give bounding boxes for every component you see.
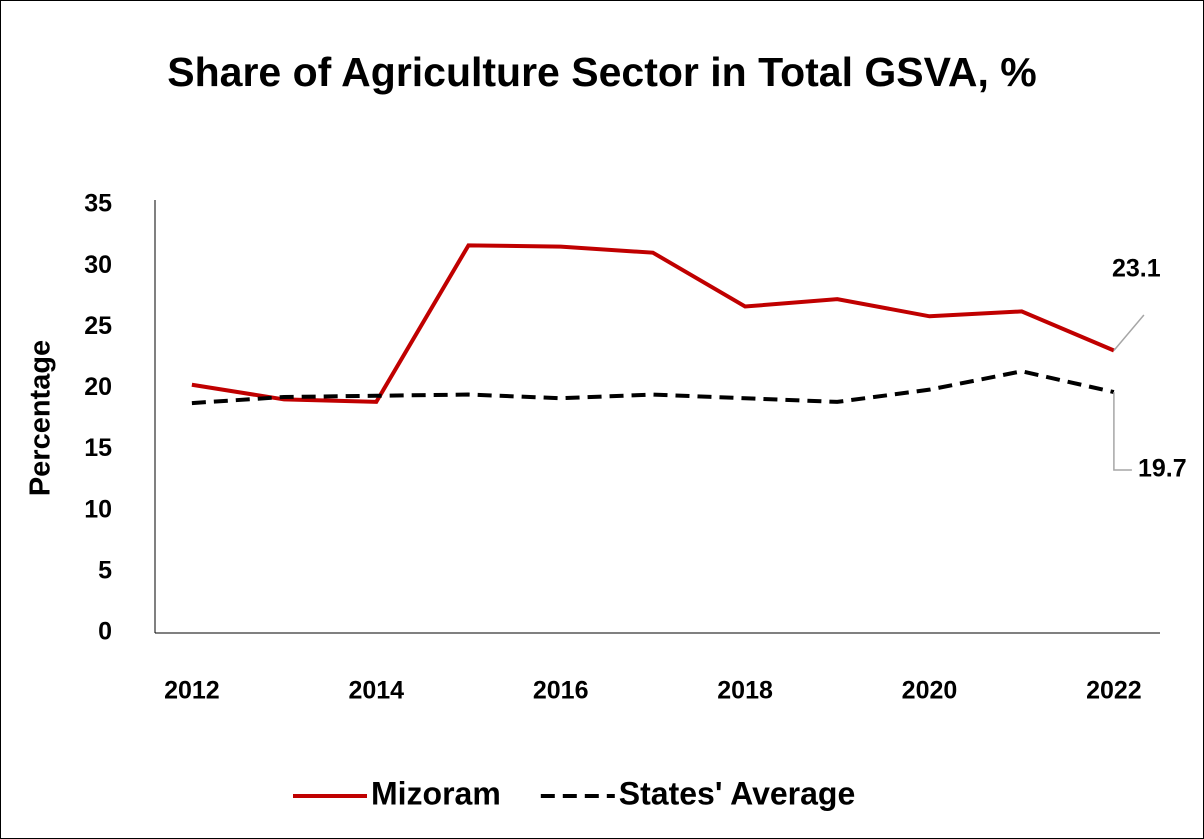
data-label: 23.1: [1112, 255, 1161, 283]
x-tick-label: 2014: [348, 677, 404, 705]
chart-title: Share of Agriculture Sector in Total GSV…: [167, 49, 1037, 95]
x-tick-label: 2020: [902, 677, 958, 705]
y-tick-label: 35: [84, 190, 112, 218]
data-line: [191, 369, 1115, 406]
y-tick-label: 30: [84, 251, 112, 279]
x-tick-label: 2016: [533, 677, 589, 705]
data-label: 19.7: [1138, 455, 1187, 483]
leader-line: [1113, 314, 1145, 352]
legend-label: Mizoram: [371, 775, 501, 811]
y-axis-label: Percentage: [25, 340, 57, 496]
y-tick-label: 0: [98, 618, 112, 646]
x-tick-label: 2018: [717, 677, 773, 705]
x-tick-label: 2012: [164, 677, 220, 705]
x-tick-label: 2022: [1086, 677, 1142, 705]
y-tick-label: 25: [84, 312, 112, 340]
leader-line: [1113, 392, 1132, 471]
data-line: [191, 243, 1115, 404]
y-tick-label: 20: [84, 373, 112, 401]
legend-label: States' Average: [619, 775, 855, 811]
y-tick-label: 15: [84, 434, 112, 462]
y-tick-label: 5: [98, 556, 112, 584]
y-tick-label: 10: [84, 495, 112, 523]
